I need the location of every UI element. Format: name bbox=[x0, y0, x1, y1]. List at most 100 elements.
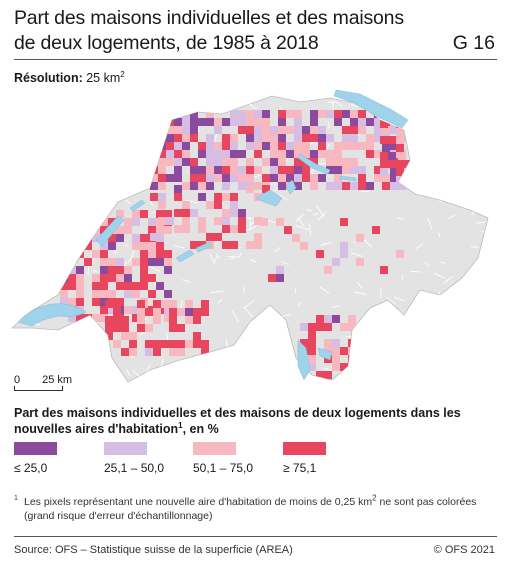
map-pixel bbox=[334, 110, 342, 118]
map-pixel bbox=[374, 166, 382, 174]
relief-stroke bbox=[113, 250, 117, 255]
map-pixel bbox=[254, 241, 262, 249]
relief-stroke bbox=[124, 261, 127, 267]
map-pixel bbox=[398, 182, 406, 190]
map-pixel bbox=[113, 300, 121, 308]
map-pixel bbox=[230, 193, 238, 201]
relief-stroke bbox=[249, 216, 252, 231]
map-pixel bbox=[276, 266, 284, 274]
relief-stroke bbox=[58, 140, 66, 145]
map-pixel bbox=[334, 150, 342, 158]
map-pixel bbox=[222, 150, 230, 158]
map-pixel bbox=[350, 182, 358, 190]
map-pixel bbox=[334, 118, 342, 126]
map-pixel bbox=[153, 340, 161, 348]
map-pixel bbox=[390, 182, 398, 190]
relief-stroke bbox=[315, 205, 325, 217]
footnote-sup: 2 bbox=[372, 493, 377, 503]
map-pixel bbox=[169, 300, 177, 308]
map-pixel bbox=[150, 166, 158, 174]
map-pixel bbox=[164, 306, 172, 314]
map-pixel bbox=[158, 174, 166, 182]
relief-stroke bbox=[209, 253, 216, 265]
map-pixel bbox=[348, 323, 356, 331]
map-pixel bbox=[129, 340, 137, 348]
relief-stroke bbox=[87, 265, 90, 276]
map-pixel bbox=[350, 158, 358, 166]
map-pixel bbox=[193, 332, 201, 340]
resolution-unit-sup: 2 bbox=[120, 69, 125, 79]
relief-stroke bbox=[472, 123, 478, 127]
relief-stroke bbox=[124, 199, 132, 205]
relief-stroke bbox=[308, 222, 312, 236]
map-pixel bbox=[230, 225, 238, 233]
relief-stroke bbox=[477, 150, 483, 153]
map-pixel bbox=[206, 150, 214, 158]
map-pixel bbox=[198, 150, 206, 158]
map-pixel bbox=[174, 185, 182, 193]
map-pixel bbox=[198, 217, 206, 225]
map-pixel bbox=[334, 174, 342, 182]
relief-stroke bbox=[397, 217, 404, 220]
map-pixel bbox=[166, 174, 174, 182]
map-pixel bbox=[254, 233, 262, 241]
relief-stroke bbox=[92, 270, 98, 273]
map-pixel bbox=[396, 168, 404, 176]
map-pixel bbox=[116, 210, 124, 218]
map-pixel bbox=[166, 126, 174, 134]
relief-stroke bbox=[175, 107, 187, 111]
relief-stroke bbox=[274, 246, 281, 253]
map-pixel bbox=[254, 134, 262, 142]
map-pixel bbox=[174, 193, 182, 201]
relief-stroke bbox=[141, 151, 149, 155]
map-pixel bbox=[158, 142, 166, 150]
map-pixel bbox=[113, 340, 121, 348]
map-pixel bbox=[262, 118, 270, 126]
map-pixel bbox=[262, 134, 270, 142]
map-pixel bbox=[214, 233, 222, 241]
map-pixel bbox=[342, 166, 350, 174]
relief-stroke bbox=[322, 367, 333, 371]
map-pixel bbox=[348, 347, 356, 355]
map-pixel bbox=[164, 266, 172, 274]
map-pixel bbox=[158, 217, 166, 225]
map-pixel bbox=[150, 126, 158, 134]
relief-stroke bbox=[110, 366, 115, 379]
map-pixel bbox=[100, 250, 108, 258]
map-pixel bbox=[105, 300, 113, 308]
relief-stroke bbox=[267, 336, 273, 340]
map-pixel bbox=[60, 282, 68, 290]
relief-stroke bbox=[353, 291, 367, 295]
relief-stroke bbox=[414, 371, 419, 381]
relief-stroke bbox=[43, 205, 47, 220]
map-pixel bbox=[60, 274, 68, 282]
map-pixel bbox=[148, 250, 156, 258]
lake-maggiore bbox=[297, 339, 311, 381]
map-pixel bbox=[193, 308, 201, 316]
footer-divider bbox=[14, 536, 497, 537]
map-pixel bbox=[230, 110, 238, 118]
map-pixel bbox=[238, 118, 246, 126]
map-pixel bbox=[169, 308, 177, 316]
map-pixel bbox=[276, 274, 284, 282]
relief-stroke bbox=[210, 290, 224, 294]
relief-stroke bbox=[437, 232, 441, 238]
map-pixel bbox=[105, 324, 113, 332]
relief-stroke bbox=[157, 134, 164, 138]
map-pixel bbox=[316, 250, 324, 258]
map-pixel bbox=[262, 142, 270, 150]
relief-stroke bbox=[108, 374, 119, 382]
map-pixel bbox=[396, 128, 404, 136]
map-pixel bbox=[334, 142, 342, 150]
map-pixel bbox=[60, 250, 68, 258]
map-pixel bbox=[124, 282, 132, 290]
relief-stroke bbox=[268, 368, 276, 372]
legend-label-1: 25,1 – 50,0 bbox=[104, 461, 165, 475]
map-pixel bbox=[222, 241, 230, 249]
map-pixel bbox=[380, 168, 388, 176]
map-pixel bbox=[310, 174, 318, 182]
map-pixel bbox=[308, 331, 316, 339]
source-note: Source: OFS – Statistique suisse de la s… bbox=[14, 544, 293, 556]
map-pixel bbox=[132, 258, 140, 266]
map-pixel bbox=[158, 182, 166, 190]
